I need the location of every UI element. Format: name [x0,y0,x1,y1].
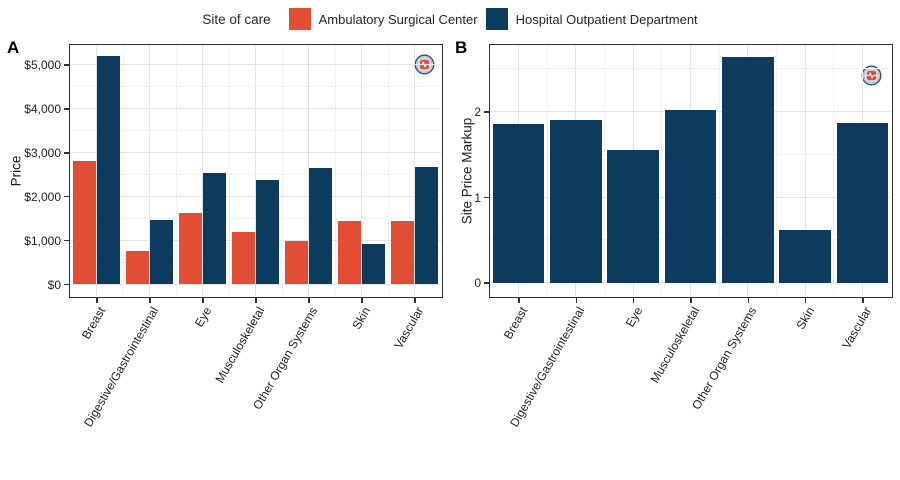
panel-a-plot-area [69,44,443,298]
y-axis-tick [64,239,69,242]
gridline-vertical-minor [718,45,720,296]
legend-label-asc: Ambulatory Surgical Center [318,11,478,27]
bar-digestive-gastrointestinal [149,220,174,285]
bar-eye [178,212,203,285]
gridline-vertical-minor [604,45,606,296]
bar-musculoskeletal [664,109,717,283]
gridline-vertical-minor [334,45,336,296]
gridline-vertical-major [255,45,256,296]
legend-swatch-asc [288,8,311,30]
bar-digestive-gastrointestinal [125,250,150,285]
y-axis-tick [64,64,69,66]
bar-breast [492,124,545,283]
bar-breast [96,56,121,285]
x-axis-tick [149,298,151,303]
y-axis-tick [484,282,489,284]
x-axis-tick [518,298,520,303]
legend-item-ambulatory-surgical-center: Ambulatory Surgical Center [288,8,478,30]
y-tick-label: 0 [474,276,481,291]
y-tick-label: $1,000 [24,233,61,248]
y-tick-label: $4,000 [24,101,61,116]
bar-breast [72,161,97,285]
y-axis-tick [64,283,69,286]
bar-vascular [836,122,889,283]
bar-eye [202,173,227,285]
x-axis-tick [255,298,257,303]
gridline-vertical-major [804,45,806,296]
gridline-vertical-minor [661,45,663,296]
gridline-vertical-minor [122,45,124,296]
bar-eye [607,149,659,283]
y-tick-label: $0 [47,277,61,292]
gridline-vertical-major [361,45,362,296]
gridline-vertical-major [149,45,150,296]
gridline-vertical-minor [228,45,230,296]
bar-other-organ-systems [284,240,309,285]
x-axis-tick [414,298,416,303]
legend-label-hopd: Hospital Outpatient Department [515,11,698,27]
bar-skin [361,244,386,285]
legend-item-hospital-outpatient-department: Hospital Outpatient Department [485,8,698,30]
legend: Site of care Ambulatory Surgical Center … [0,6,900,32]
panel-b-label: B [455,38,468,57]
gridline-vertical-minor [546,45,548,296]
bar-vascular [414,166,439,285]
bar-musculoskeletal [255,180,280,285]
gridline-vertical-minor [775,45,777,296]
bar-skin [779,230,831,283]
x-axis-tick [747,298,750,303]
y-tick-label: $5,000 [24,57,61,72]
y-axis-tick [484,111,489,113]
x-axis-tick [308,298,310,303]
bar-skin [337,221,362,285]
bar-other-organ-systems [722,56,774,283]
gridline-horizontal-minor [70,85,441,87]
y-axis-tick [484,196,489,199]
gridline-vertical-major [202,45,203,296]
bar-musculoskeletal [231,232,256,285]
gridline-vertical-minor [387,45,389,296]
gridline-horizontal-major [70,63,441,65]
x-axis-tick [96,298,98,303]
y-axis-tick [64,195,69,198]
category-label: Breast [500,304,531,342]
y-axis-tick [64,152,69,154]
gridline-horizontal-minor [490,68,891,70]
bar-vascular [390,221,415,285]
x-axis-tick [632,298,635,303]
panel-b-y-axis-title: Site Price Markup [459,117,475,225]
y-tick-label: 2 [474,104,481,119]
gridline-horizontal-major [70,151,441,153]
gridline-vertical-minor [833,45,835,296]
panel-a-label: A [7,38,20,57]
y-tick-label: 1 [474,190,481,205]
panel-b-plot-area [489,44,893,298]
x-axis-tick [361,298,363,303]
gridline-vertical-minor [281,45,283,296]
legend-swatch-hopd [485,8,508,30]
gridline-horizontal-major [70,107,441,109]
x-axis-tick [804,298,807,303]
x-axis-tick [862,298,864,303]
y-tick-label: $2,000 [24,189,61,204]
x-axis-tick [575,298,578,303]
x-axis-tick [202,298,204,303]
gridline-horizontal-major [490,282,891,284]
y-tick-label: $3,000 [24,145,61,160]
gridline-horizontal-minor [70,129,441,131]
gridline-horizontal-minor [70,173,441,175]
legend-title: Site of care [202,11,271,27]
gridline-horizontal-major [70,283,441,285]
gridline-vertical-minor [175,45,177,296]
bar-other-organ-systems [308,167,333,285]
y-axis-tick [64,108,69,110]
bar-digestive-gastrointestinal [550,119,602,283]
x-axis-tick [690,298,692,303]
